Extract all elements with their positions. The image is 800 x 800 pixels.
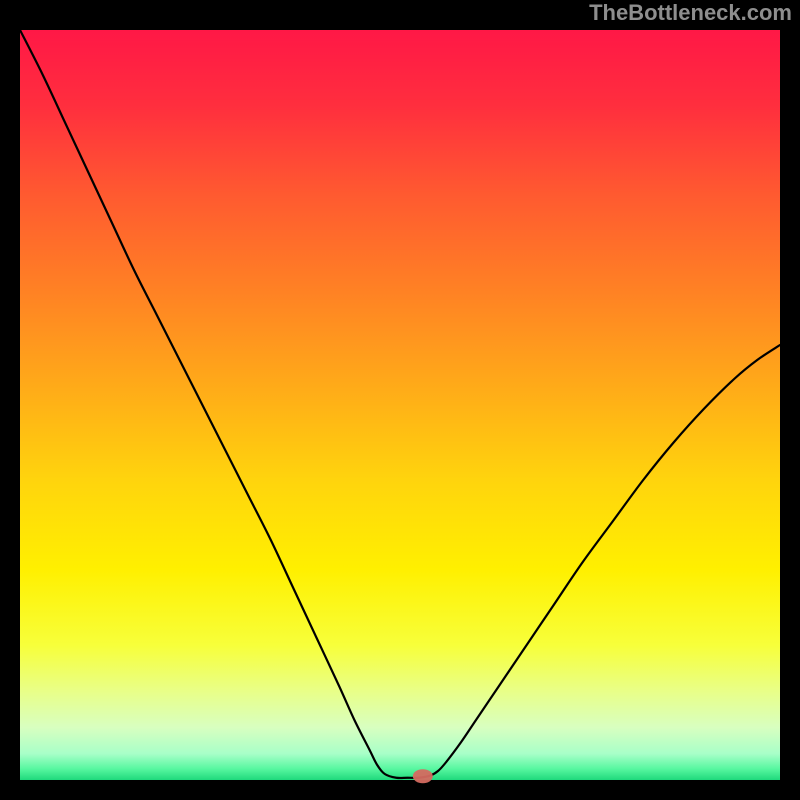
optimal-point-marker <box>413 769 433 783</box>
attribution-text: TheBottleneck.com <box>589 0 792 26</box>
gradient-background <box>20 30 780 780</box>
bottleneck-chart <box>0 0 800 800</box>
chart-frame: TheBottleneck.com <box>0 0 800 800</box>
